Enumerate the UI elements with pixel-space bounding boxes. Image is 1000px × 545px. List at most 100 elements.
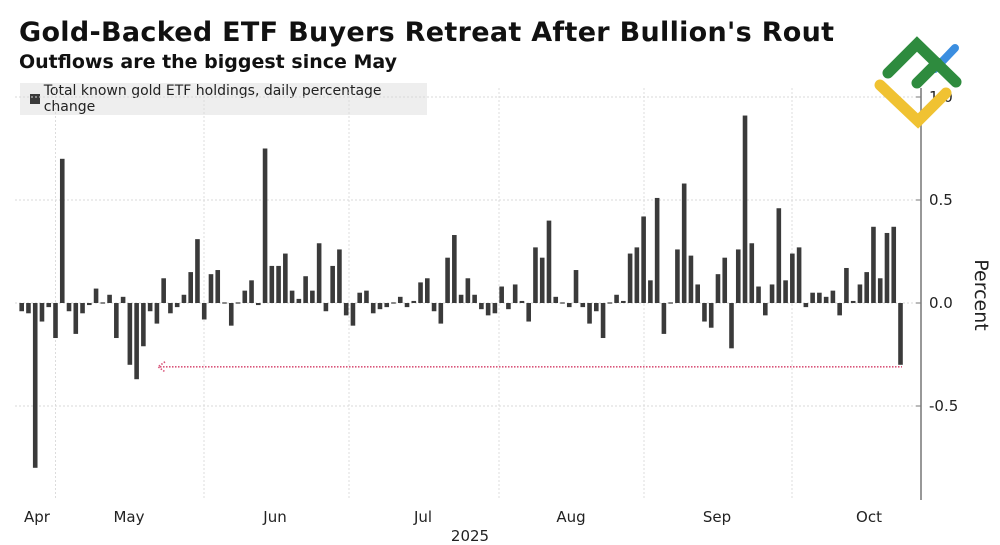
bar (289, 290, 295, 303)
bar (512, 284, 518, 303)
legend-label: Total known gold ETF holdings, daily per… (43, 83, 382, 115)
bar (526, 303, 531, 322)
bar (857, 284, 863, 303)
bar (756, 286, 761, 303)
bar (472, 294, 477, 303)
chart-subtitle: Outflows are the biggest since May (19, 51, 398, 73)
bar (316, 243, 322, 303)
x-tick-label: Sep (703, 508, 731, 526)
bar (370, 303, 376, 314)
x-tick-label: May (113, 508, 144, 526)
y-tick-label: -0.5 (929, 397, 958, 415)
bar (891, 226, 897, 303)
bar (269, 265, 275, 303)
legend: Total known gold ETF holdings, daily per… (20, 83, 427, 115)
bar (134, 303, 139, 380)
bar (864, 272, 869, 303)
bar (844, 267, 849, 303)
bar (39, 303, 45, 322)
bar (343, 303, 349, 316)
bar (32, 303, 38, 468)
bar (323, 303, 329, 312)
bar (431, 303, 437, 312)
bar (621, 300, 626, 303)
bar (499, 286, 504, 303)
bar (168, 303, 173, 314)
bar (702, 303, 707, 322)
bar (479, 303, 484, 310)
bar (228, 303, 234, 326)
bar (161, 278, 166, 303)
bar (418, 282, 423, 303)
bar (310, 290, 315, 303)
bar (425, 278, 430, 303)
bar (763, 303, 768, 316)
bar (397, 296, 403, 303)
bar (256, 303, 261, 306)
bar (587, 303, 592, 324)
bar (695, 284, 700, 303)
bar (26, 303, 31, 314)
bar (783, 280, 788, 303)
bar (837, 303, 842, 316)
bar (350, 303, 356, 326)
bar (668, 302, 673, 304)
x-tick-label: Oct (856, 508, 882, 526)
bar (303, 276, 308, 303)
bar (742, 115, 748, 303)
bar (546, 220, 552, 303)
bar (188, 272, 193, 303)
bar (364, 290, 369, 303)
chart-title: Gold-Backed ETF Buyers Retreat After Bul… (19, 17, 835, 48)
x-year-label: 2025 (451, 527, 489, 545)
bar (810, 292, 815, 303)
bar (377, 303, 383, 310)
bar (384, 303, 390, 308)
bar (877, 278, 883, 303)
bar (127, 303, 133, 365)
bar (796, 247, 802, 303)
bar (452, 235, 457, 303)
bar (898, 303, 903, 365)
bar (181, 294, 187, 303)
logo-icon (874, 36, 962, 129)
bar (681, 183, 687, 303)
bar (53, 303, 58, 339)
legend-swatch (30, 94, 40, 104)
bar (330, 265, 335, 303)
bar (600, 303, 606, 339)
bar (803, 303, 809, 308)
bar (790, 253, 795, 303)
bar (141, 303, 146, 347)
bar (539, 257, 545, 303)
x-tick-label: Jun (262, 508, 286, 526)
bar (580, 303, 586, 308)
bar (708, 303, 714, 328)
x-tick-label: Jul (413, 508, 432, 526)
bar (93, 288, 99, 303)
bar (445, 257, 450, 303)
bar (283, 253, 288, 303)
y-tick-label: 0.0 (929, 294, 953, 312)
bar (553, 296, 559, 303)
bar (884, 232, 890, 303)
bar (654, 197, 660, 303)
bar (533, 247, 538, 303)
bar (337, 249, 342, 303)
bar (485, 303, 491, 316)
bar (817, 292, 822, 303)
bar (438, 303, 444, 324)
bar (404, 303, 410, 308)
bar (465, 278, 471, 303)
bar (19, 303, 24, 312)
bar (195, 239, 200, 303)
bar (174, 303, 180, 308)
bar (634, 247, 640, 303)
bar (749, 243, 755, 303)
bar (607, 302, 613, 304)
bar (594, 303, 599, 312)
bar (249, 280, 254, 303)
bar (262, 148, 268, 303)
bar (296, 298, 302, 303)
bar (492, 303, 498, 314)
